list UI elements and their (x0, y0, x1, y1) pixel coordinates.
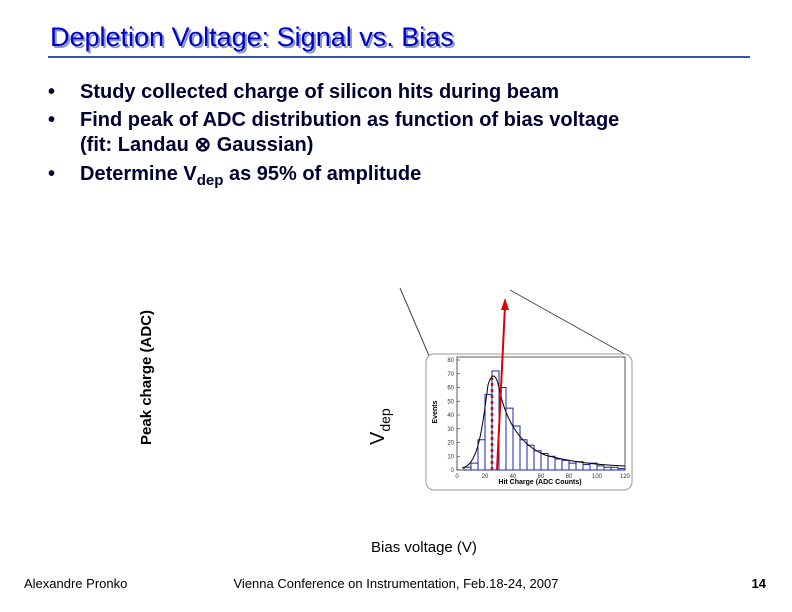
title-shadow: Depletion Voltage: Signal vs. Bias (52, 24, 456, 54)
slide-title: Depletion Voltage: Signal vs. Bias (50, 22, 454, 52)
x-axis-label: Bias voltage (V) (371, 539, 477, 556)
page-number: 14 (752, 576, 767, 591)
y-axis-label: Peak charge (ADC) (138, 310, 155, 445)
vdep-subscript: dep (377, 408, 393, 432)
bullet: Determine Vdep as 95% of amplitude (80, 163, 421, 189)
inset-y-tick-label: 10 (447, 454, 454, 460)
bullet-dot: • (48, 163, 55, 185)
inset-histogram: Events Hit Charge (ADC Counts) 0 10 20 30 40… (425, 353, 633, 491)
inset-x-tick-label: 0 (455, 474, 459, 480)
inset-y-tick-label: 50 (447, 399, 454, 405)
inset-y-tick-label: 20 (447, 441, 454, 447)
footer-conference: Vienna Conference on Instrumentation, Fe… (234, 576, 559, 591)
inset-x-tick-label: 40 (510, 474, 517, 480)
vdep-main: V (367, 431, 389, 445)
histogram-bar (617, 468, 626, 471)
bullet-subscript: dep (197, 172, 224, 189)
inset-x-tick-label: 80 (566, 474, 573, 480)
bullet-part: Determine V (80, 163, 197, 185)
inset-y-tick-label: 30 (447, 427, 454, 433)
zoom-line (399, 287, 431, 359)
bullet-dot: • (48, 109, 55, 131)
inset-y-label: Events (432, 400, 439, 423)
inset-x-tick-label: 100 (592, 474, 603, 480)
inset-x-tick-label: 120 (620, 474, 631, 480)
inset-x-tick-label: 20 (482, 474, 489, 480)
vdep-arrow (496, 305, 506, 471)
inset-y-tick-label: 80 (447, 358, 454, 364)
inset-x-label: Hit Charge (ADC Counts) (498, 479, 581, 486)
bullet: Study collected charge of silicon hits d… (80, 81, 559, 103)
inset-x-tick-label: 60 (538, 474, 545, 480)
inset-y-tick-label: 60 (447, 386, 454, 392)
bullet-dot: • (48, 81, 55, 103)
zoom-line (509, 289, 629, 357)
vdep-arrowhead (501, 298, 509, 310)
footer-author: Alexandre Pronko (24, 576, 127, 591)
bullet-part: as 95% of amplitude (223, 163, 421, 185)
inset-y-tick-label: 0 (451, 468, 455, 474)
bullet: Find peak of ADC distribution as functio… (80, 109, 619, 131)
bullet-continuation: (fit: Landau ⊗ Gaussian) (80, 134, 313, 156)
vdep-label: Vdep (367, 408, 393, 445)
inset-y-tick-label: 40 (447, 413, 454, 419)
inset-y-tick-label: 70 (447, 372, 454, 378)
